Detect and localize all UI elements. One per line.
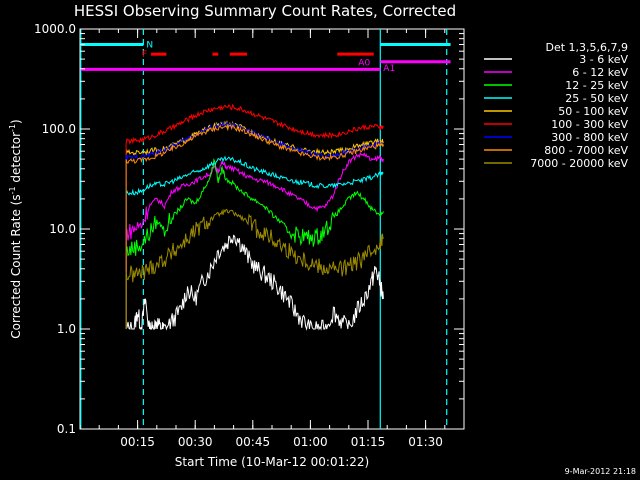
y-axis-label: Corrected Count Rate (s-1 detector-1): [8, 119, 23, 338]
y-tick-label: 100.0: [42, 122, 76, 136]
plot-frame: [79, 28, 465, 430]
x-axis: 00:15 00:30 00:45 01:00 01:15 01:30: [79, 29, 465, 449]
legend-entry: 800 - 7000 keV: [544, 144, 628, 157]
plot-area: NF A0 A1: [79, 28, 465, 430]
series-line: [125, 151, 384, 329]
legend-title: Det 1,3,5,6,7,9: [545, 41, 628, 54]
x-axis-label: Start Time (10-Mar-12 00:01:22): [175, 455, 369, 469]
chart-title: HESSI Observing Summary Count Rates, Cor…: [74, 2, 456, 20]
y-axis-label-mid: detector: [9, 132, 23, 187]
y-tick-label: 1.0: [57, 322, 76, 336]
y-tick-label: 0.1: [57, 422, 76, 436]
x-tick-label: 00:45: [236, 435, 271, 449]
series-line: [125, 158, 384, 329]
series-line: [125, 103, 384, 329]
x-tick-label: 00:15: [120, 435, 155, 449]
observing-flags: NF A0 A1: [80, 40, 451, 74]
flag-label-attenuator-a0: A0: [358, 58, 370, 68]
y-axis-label-main: Corrected Count Rate (s: [9, 194, 23, 338]
y-axis: 0.1 1.0 10.0 100.0 1000.0: [34, 22, 464, 436]
legend-entry: 3 - 6 keV: [579, 53, 628, 66]
flag-label-night: N: [146, 40, 153, 50]
legend-entry: 12 - 25 keV: [565, 79, 628, 92]
x-tick-label: 00:30: [178, 435, 213, 449]
legend-entry: 300 - 800 keV: [551, 131, 628, 144]
legend-entry: 7000 - 20000 keV: [530, 157, 628, 170]
x-tick-label: 01:30: [408, 435, 443, 449]
legend-entry: 25 - 50 keV: [565, 92, 628, 105]
y-axis-label-end: ): [9, 119, 23, 124]
legend-entry: 100 - 300 keV: [551, 118, 628, 131]
flag-label-flare: F: [142, 50, 147, 60]
series-line: [125, 234, 384, 331]
x-tick-label: 01:15: [351, 435, 386, 449]
y-axis-label-sup2: -1: [8, 124, 17, 132]
series-line: [125, 208, 384, 329]
series-line: [125, 124, 384, 329]
y-tick-label: 10.0: [49, 222, 76, 236]
legend-entry: 50 - 100 keV: [558, 105, 628, 118]
y-axis-label-sup1: -1: [8, 186, 17, 194]
x-tick-label: 01:00: [293, 435, 328, 449]
legend-entry: 6 - 12 keV: [572, 66, 628, 79]
timestamp-label: 9-Mar-2012 21:18: [565, 467, 636, 476]
series-line: [125, 155, 384, 329]
series-lines: [125, 103, 384, 331]
flag-label-attenuator-a1: A1: [383, 64, 395, 74]
y-tick-label: 1000.0: [34, 22, 76, 36]
